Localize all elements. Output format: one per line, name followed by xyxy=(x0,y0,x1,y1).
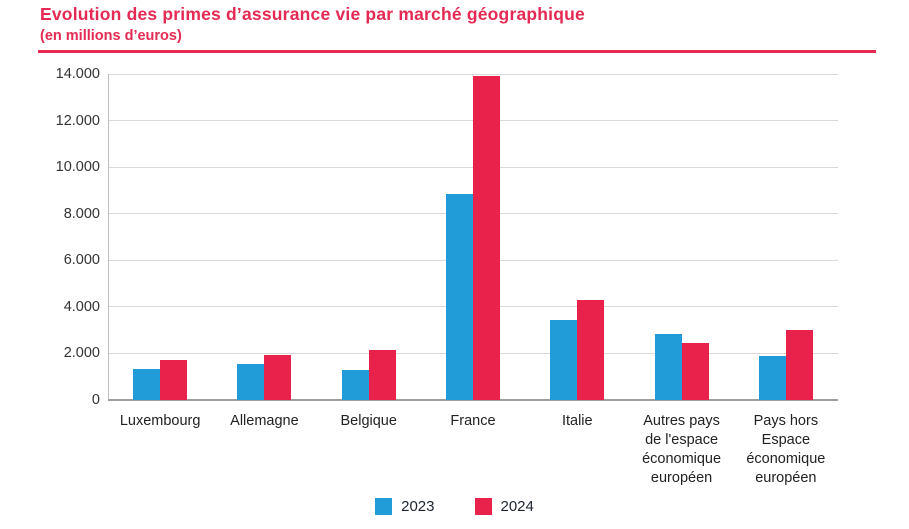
x-axis-category-label: Italie xyxy=(561,413,593,429)
y-axis-tick-label: 10.000 xyxy=(55,159,100,176)
x-axis-category-label: Allemagne xyxy=(230,413,299,429)
chart-title: Evolution des primes d’assurance vie par… xyxy=(40,4,585,24)
y-axis-tick-label: 12.000 xyxy=(55,112,100,129)
legend-swatch-2024 xyxy=(474,498,492,515)
y-axis-tick-label: 4.000 xyxy=(63,298,100,315)
y-axis-tick-label: 2.000 xyxy=(63,345,100,362)
y-axis-tick-label: 0 xyxy=(91,392,100,408)
bar-2024-0 xyxy=(160,360,188,400)
x-axis-category-label: Luxembourg xyxy=(119,413,201,429)
bar-2023-1 xyxy=(237,363,265,400)
legend-label: 2023 xyxy=(401,498,435,515)
y-axis-tick-label: 8.000 xyxy=(63,205,100,222)
bar-2023-6 xyxy=(758,355,786,400)
bar-2024-6 xyxy=(785,330,813,400)
x-axis-line xyxy=(108,399,838,401)
chart-subtitle: (en millions d’euros) xyxy=(40,28,182,44)
legend-item-2024: 2024 xyxy=(474,498,534,515)
title-divider xyxy=(38,50,876,53)
y-axis-line xyxy=(108,74,109,400)
legend-label: 2024 xyxy=(500,498,534,515)
x-axis-category-label: Pays hors Espace économique européen xyxy=(746,413,826,487)
bar-2024-1 xyxy=(264,354,292,400)
bar-2024-2 xyxy=(368,349,396,400)
bar-2023-4 xyxy=(550,319,578,400)
bar-2023-2 xyxy=(341,369,369,400)
x-axis-category-label: Belgique xyxy=(340,413,397,429)
bar-2024-5 xyxy=(681,342,709,400)
y-axis-tick-label: 14.000 xyxy=(55,66,100,82)
bar-2023-5 xyxy=(654,333,682,400)
y-axis-tick-label: 6.000 xyxy=(63,252,100,269)
bar-2023-3 xyxy=(446,193,473,400)
legend-item-2023: 2023 xyxy=(375,498,435,515)
gridline xyxy=(108,73,838,75)
chart-legend: 2023 2024 xyxy=(0,498,909,515)
legend-swatch-2023 xyxy=(375,498,393,515)
bar-2024-4 xyxy=(577,299,605,400)
bar-2023-0 xyxy=(133,368,161,400)
bar-2024-3 xyxy=(473,76,500,400)
x-axis-category-label: Autres pays de l'espace économique europ… xyxy=(642,413,722,487)
x-axis-category-label: France xyxy=(450,413,496,429)
